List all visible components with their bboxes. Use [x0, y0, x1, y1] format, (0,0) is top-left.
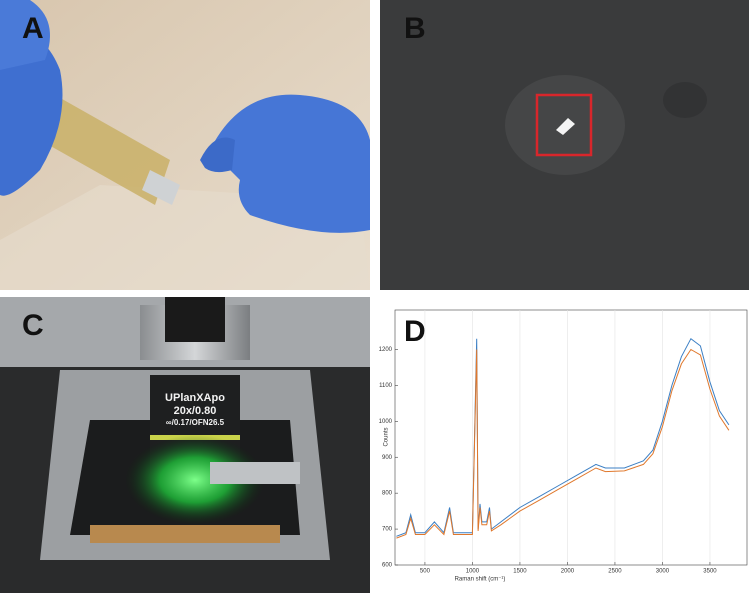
- y-tick-label: 600: [382, 563, 393, 569]
- panel-label: C: [22, 309, 44, 342]
- spectrum-line: [396, 348, 730, 539]
- y-tick-label: 700: [382, 527, 393, 533]
- x-tick-label: 500: [420, 569, 431, 575]
- x-tick-label: 1000: [466, 569, 480, 575]
- x-tick-label: 2000: [561, 569, 575, 575]
- photo-a: A: [0, 0, 370, 290]
- spectrum-line: [396, 337, 730, 537]
- x-tick-label: 3000: [656, 569, 670, 575]
- x-tick-label: 1500: [513, 569, 527, 575]
- y-axis-label: Counts: [384, 427, 390, 446]
- x-axis-label: Raman shift (cm⁻¹): [455, 577, 506, 583]
- objective-text: 20x/0.80: [174, 405, 217, 417]
- photo-b: B: [380, 0, 749, 290]
- panel-label: D: [404, 315, 426, 348]
- y-tick-label: 800: [382, 491, 393, 497]
- y-tick-label: 1200: [379, 347, 393, 353]
- photo-c: UPlanXApo 20x/0.80 ∞/0.17/OFN26.5 C: [0, 297, 370, 593]
- objective-text: ∞/0.17/OFN26.5: [166, 418, 225, 427]
- y-tick-label: 1100: [379, 383, 393, 389]
- x-tick-label: 3500: [703, 569, 717, 575]
- x-tick-label: 2500: [608, 569, 622, 575]
- y-tick-label: 1000: [379, 419, 393, 425]
- objective-text: UPlanXApo: [165, 392, 225, 404]
- plot-frame: [394, 309, 748, 566]
- chart: Raman shift (cm⁻¹) Counts 500 1000 1500 200…: [379, 297, 749, 593]
- y-tick-label: 900: [382, 455, 393, 461]
- panel-label: B: [404, 12, 426, 45]
- panel-label: A: [22, 12, 44, 45]
